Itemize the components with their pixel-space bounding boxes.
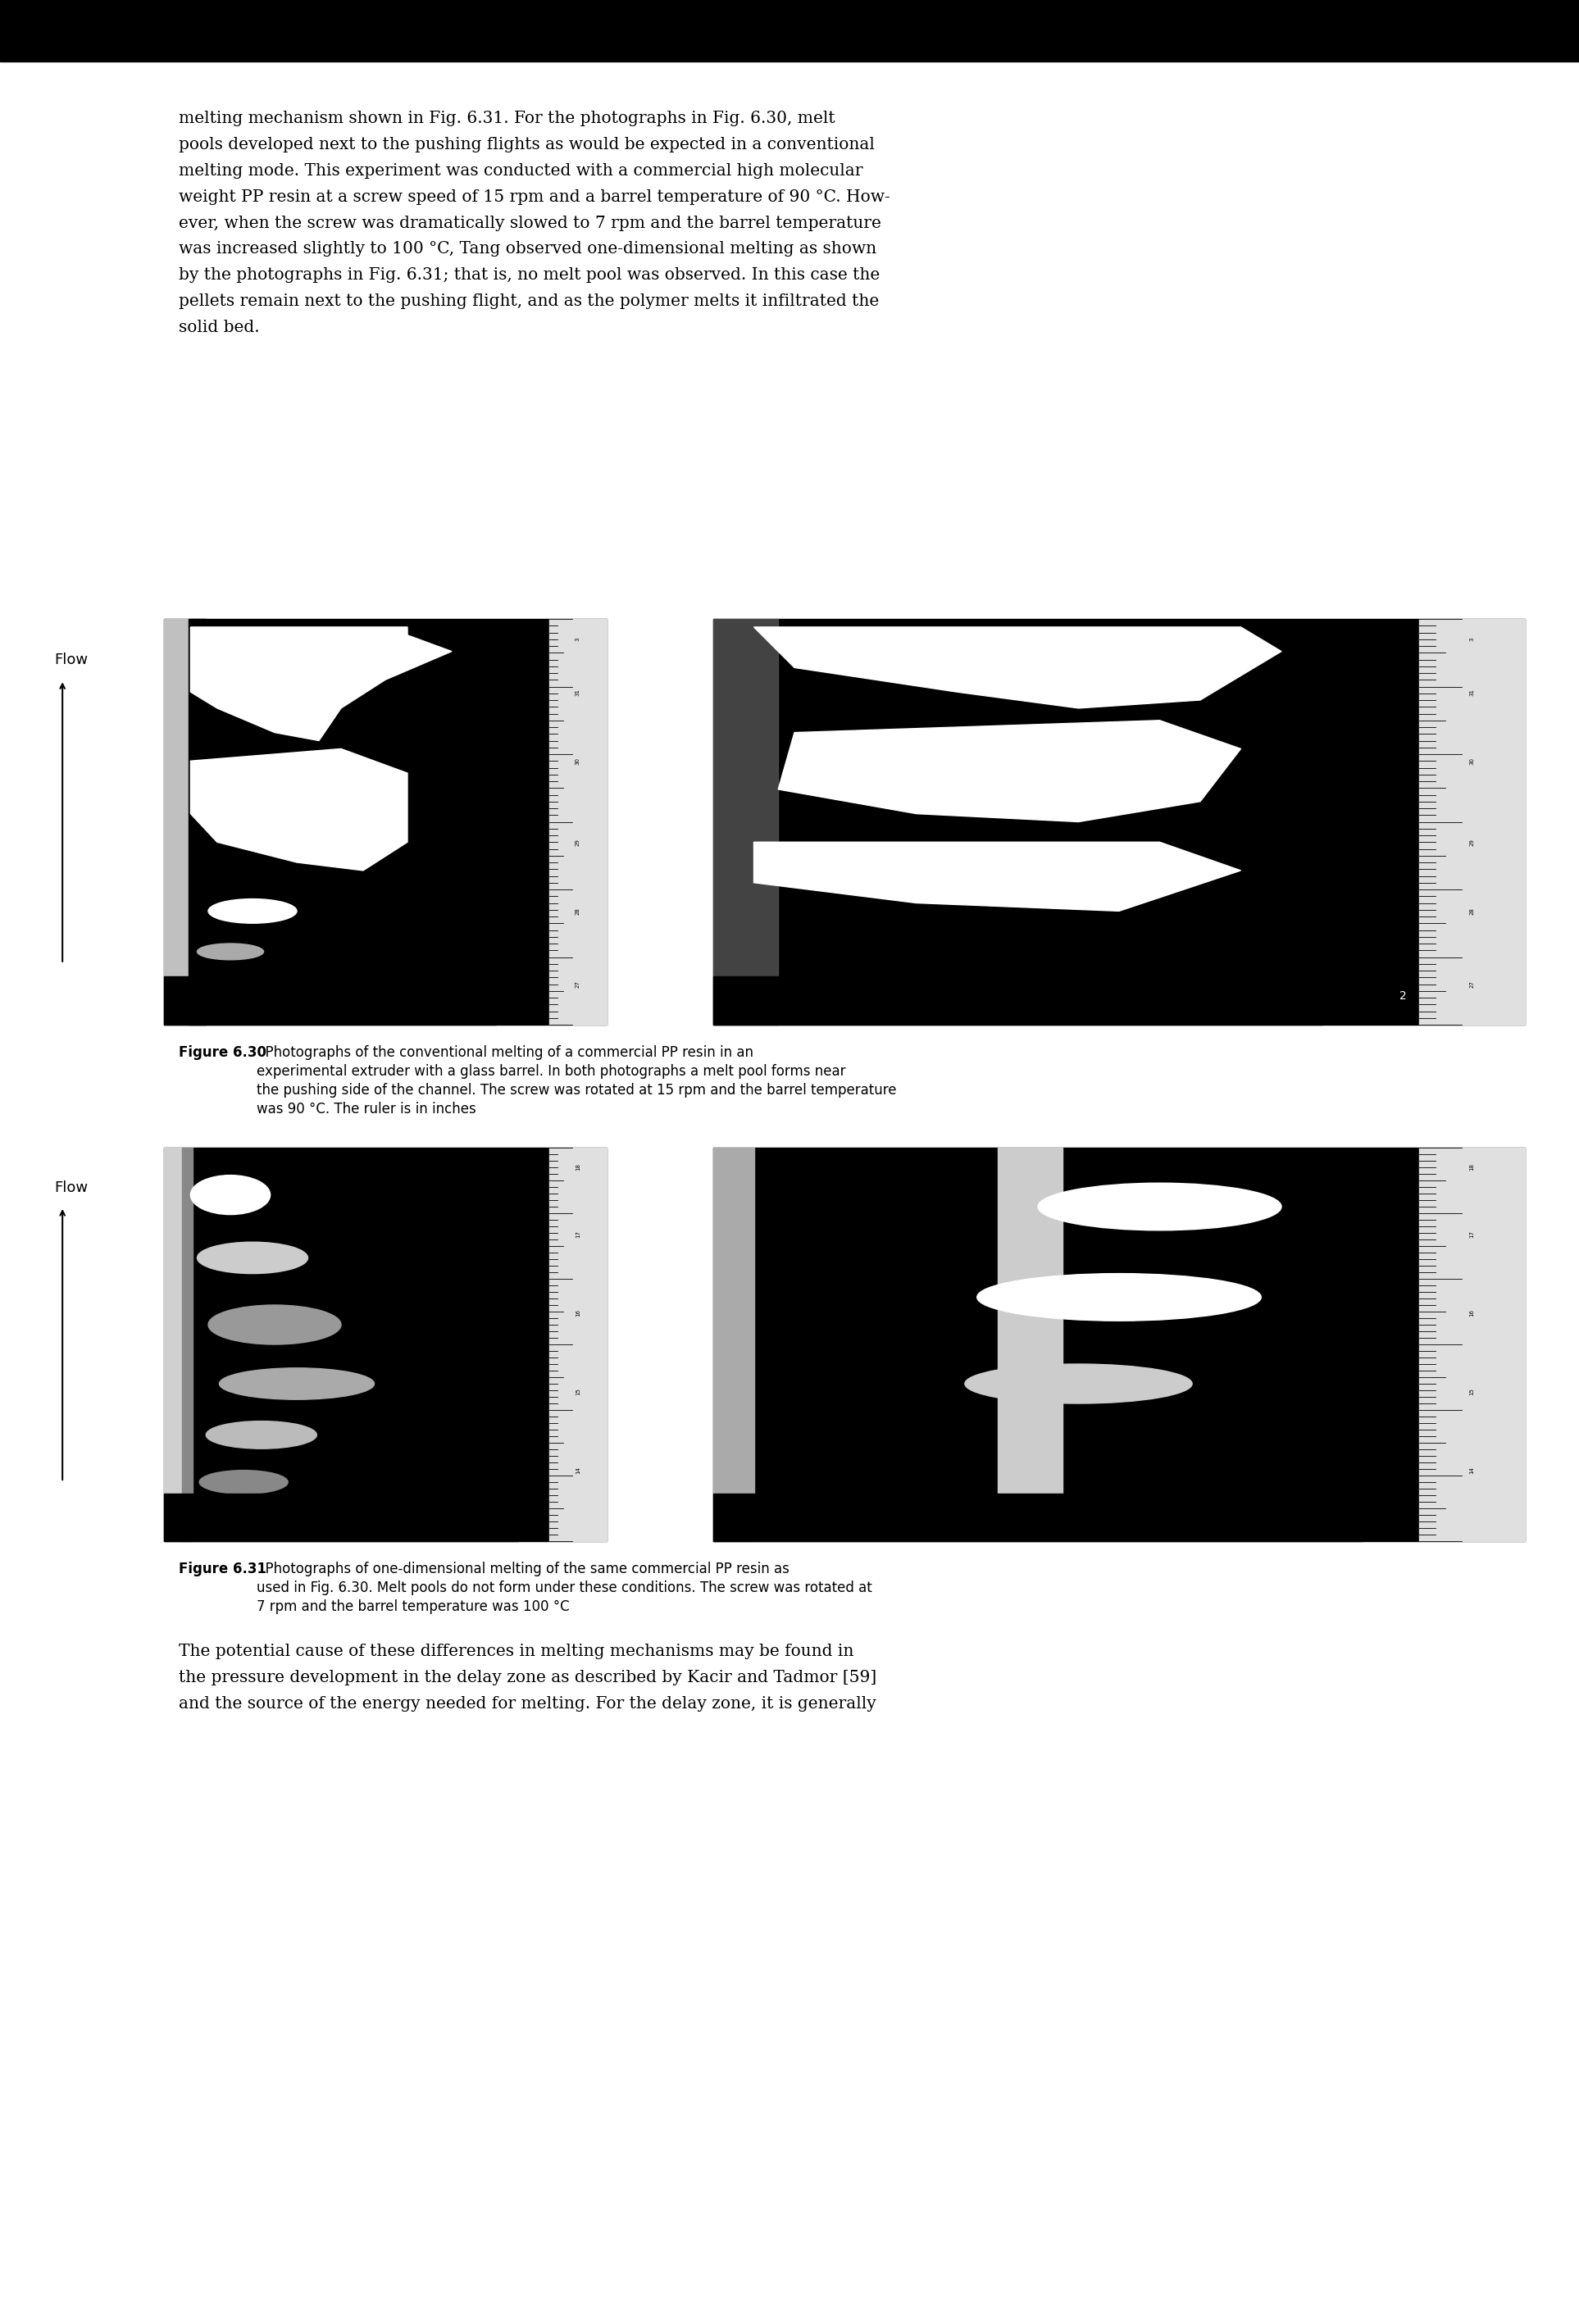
Bar [188, 618, 205, 1025]
Text: ever, when the screw was dramatically slowed to 7 rpm and the barrel temperature: ever, when the screw was dramatically sl… [178, 216, 881, 230]
Text: was increased slightly to 100 °C, Tang observed one-dimensional melting as shown: was increased slightly to 100 °C, Tang o… [178, 242, 876, 258]
Bar [998, 1148, 1063, 1541]
Bar [164, 1148, 182, 1541]
Polygon shape [191, 748, 407, 872]
Text: 31: 31 [575, 688, 581, 695]
Bar [1420, 618, 1525, 1025]
Text: Flow: Flow [54, 1181, 88, 1195]
Ellipse shape [965, 1364, 1192, 1404]
Polygon shape [778, 720, 1241, 823]
Bar [164, 1494, 518, 1541]
Bar [549, 618, 606, 1025]
Text: melting mechanism shown in Fig. 6.31. For the photographs in Fig. 6.30, melt: melting mechanism shown in Fig. 6.31. Fo… [178, 112, 835, 125]
Text: Photographs of one-dimensional melting of the same commercial PP resin as
used i: Photographs of one-dimensional melting o… [256, 1562, 872, 1613]
Bar [164, 618, 606, 1025]
Text: 18: 18 [575, 1164, 581, 1171]
Ellipse shape [219, 1369, 374, 1399]
Bar [1420, 1148, 1525, 1541]
Bar [714, 1494, 1363, 1541]
Bar [714, 1148, 753, 1541]
Text: weight PP resin at a screw speed of 15 rpm and a barrel temperature of 90 °C. Ho: weight PP resin at a screw speed of 15 r… [178, 188, 891, 205]
Text: 14: 14 [575, 1466, 581, 1473]
Polygon shape [753, 627, 1282, 709]
Ellipse shape [199, 1471, 287, 1494]
Ellipse shape [197, 944, 264, 960]
Text: Flow: Flow [54, 653, 88, 667]
Ellipse shape [208, 1306, 341, 1343]
Bar [0, 0, 1579, 60]
Ellipse shape [205, 1420, 317, 1448]
Text: 230    6  The Melting Process: 230 6 The Melting Process [178, 23, 439, 40]
Text: Figure 6.30: Figure 6.30 [178, 1046, 267, 1060]
Bar [164, 976, 496, 1025]
Text: 18: 18 [1470, 1164, 1475, 1171]
Text: 2: 2 [1399, 990, 1407, 1002]
Text: by the photographs in Fig. 6.31; that is, no melt pool was observed. In this cas: by the photographs in Fig. 6.31; that is… [178, 267, 880, 284]
Ellipse shape [208, 899, 297, 923]
Text: 17: 17 [575, 1229, 581, 1239]
Text: 350001: 350001 [172, 1527, 194, 1532]
Text: 14: 14 [1470, 1466, 1475, 1473]
Text: 03 1001: 03 1001 [172, 1009, 199, 1016]
Text: 29: 29 [1470, 839, 1475, 846]
Text: 28: 28 [575, 906, 581, 916]
Text: The potential cause of these differences in melting mechanisms may be found in: The potential cause of these differences… [178, 1643, 854, 1659]
Bar [714, 1148, 1525, 1541]
Text: 02 03 39 29: 02 03 39 29 [729, 992, 771, 999]
Text: pellets remain next to the pushing flight, and as the polymer melts it infiltrat: pellets remain next to the pushing fligh… [178, 293, 880, 309]
Ellipse shape [191, 1176, 270, 1215]
Text: pools developed next to the pushing flights as would be expected in a convention: pools developed next to the pushing flig… [178, 137, 875, 153]
Bar [164, 618, 188, 1025]
Text: 350001: 350001 [729, 1527, 750, 1532]
Text: Figure 6.31: Figure 6.31 [178, 1562, 267, 1576]
Text: 17: 17 [1470, 1229, 1475, 1239]
Text: 10 49 35 1: 10 49 35 1 [729, 1508, 764, 1513]
Text: 15: 15 [1470, 1387, 1475, 1394]
Text: 30: 30 [575, 758, 581, 765]
Text: 00 19 1 1: 00 19 1 1 [172, 1508, 204, 1513]
Text: 03 1001: 03 1001 [729, 1009, 756, 1016]
Text: 30: 30 [1470, 758, 1475, 765]
Text: 3: 3 [575, 637, 581, 641]
Bar [182, 1148, 193, 1541]
Ellipse shape [977, 1274, 1262, 1320]
Bar [164, 1148, 606, 1541]
Text: 16: 16 [575, 1308, 581, 1318]
Text: 31: 31 [1470, 688, 1475, 695]
Bar [714, 618, 1525, 1025]
Text: solid bed.: solid bed. [178, 321, 259, 335]
Bar [714, 618, 778, 1025]
Ellipse shape [1037, 1183, 1282, 1229]
Polygon shape [191, 627, 452, 741]
Text: 16: 16 [1470, 1308, 1475, 1318]
Text: and the source of the energy needed for melting. For the delay zone, it is gener: and the source of the energy needed for … [178, 1697, 876, 1710]
Ellipse shape [197, 1241, 308, 1274]
Text: 02 02 39 09: 02 02 39 09 [172, 992, 215, 999]
Text: 28: 28 [1470, 906, 1475, 916]
Bar [714, 976, 1322, 1025]
Polygon shape [753, 841, 1241, 911]
Text: 29: 29 [575, 839, 581, 846]
Text: Photographs of the conventional melting of a commercial PP resin in an
experimen: Photographs of the conventional melting … [256, 1046, 897, 1116]
Text: 15: 15 [575, 1387, 581, 1394]
Bar [549, 1148, 606, 1541]
Text: melting mode. This experiment was conducted with a commercial high molecular: melting mode. This experiment was conduc… [178, 163, 862, 179]
Text: 3: 3 [1470, 637, 1475, 641]
Text: the pressure development in the delay zone as described by Kacir and Tadmor [59]: the pressure development in the delay zo… [178, 1669, 876, 1685]
Text: 27: 27 [575, 981, 581, 988]
Text: 27: 27 [1470, 981, 1475, 988]
